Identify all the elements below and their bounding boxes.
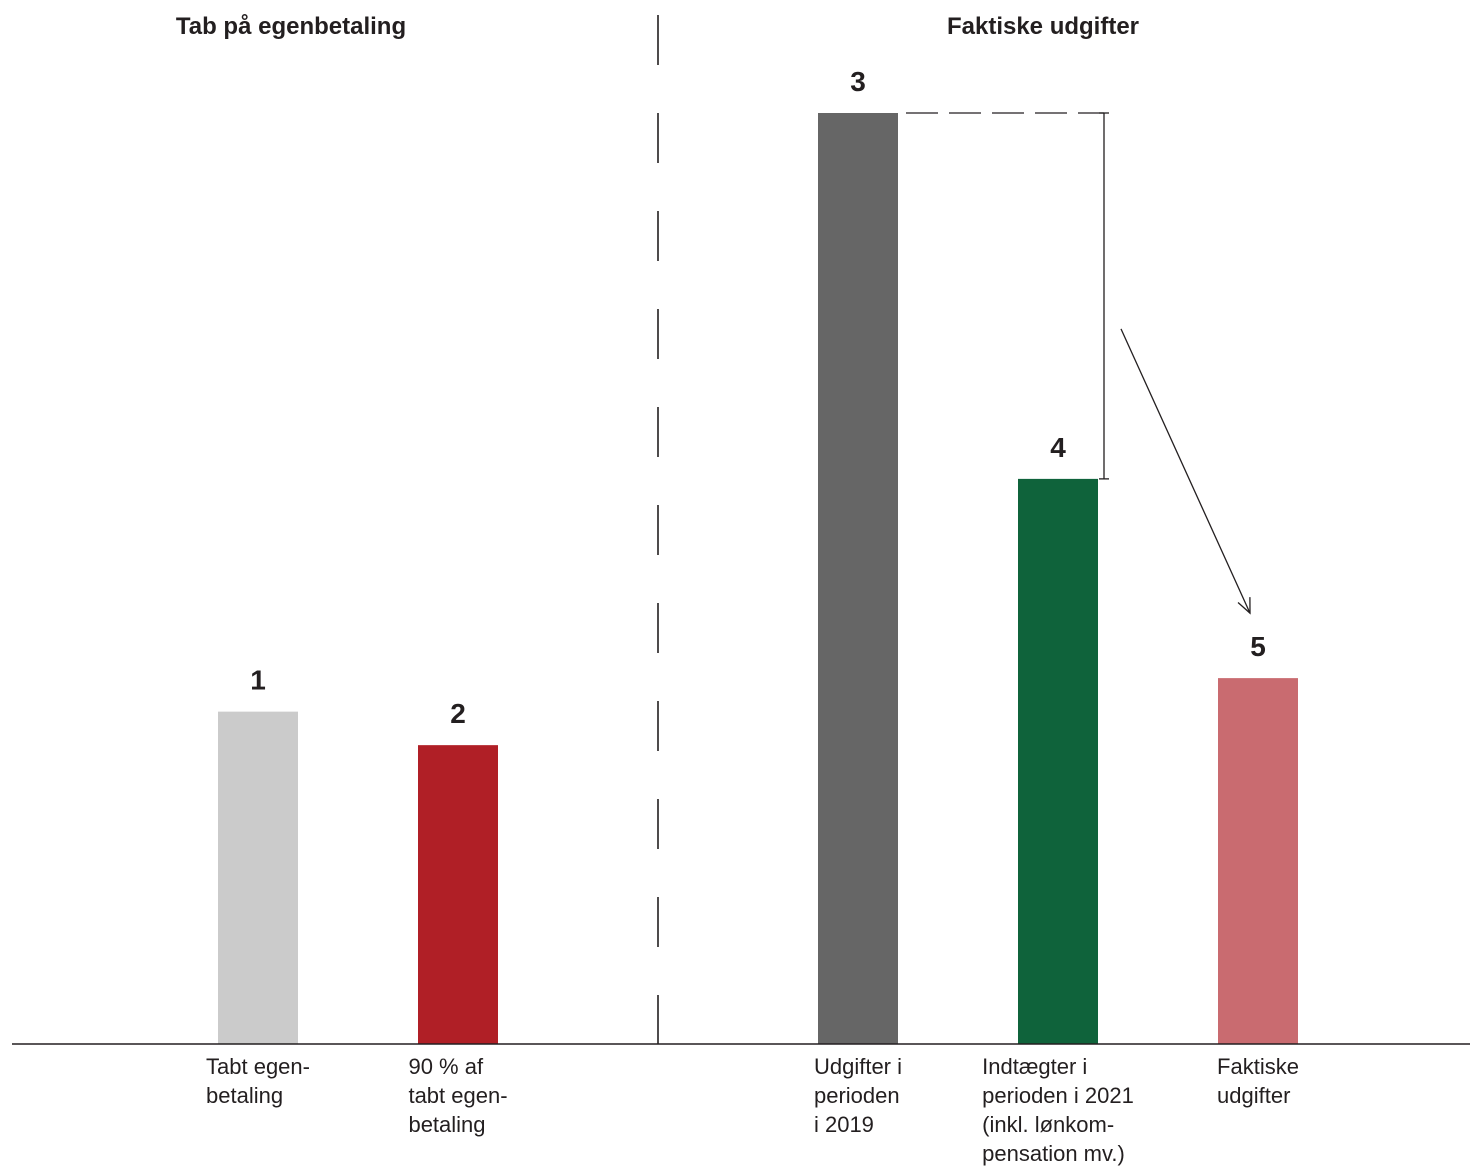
category-label-line: Faktiske xyxy=(1217,1054,1299,1079)
panel-title-left: Tab på egenbetaling xyxy=(176,13,406,40)
category-label-line: perioden xyxy=(814,1083,900,1108)
category-label-line: perioden i 2021 xyxy=(982,1083,1134,1108)
category-label-4: Indtægter i perioden i 2021 (inkl. lønkom-… xyxy=(982,1054,1134,1166)
bar-5 xyxy=(1218,678,1298,1044)
category-label-line: Udgifter i xyxy=(814,1054,902,1079)
category-label-2: 90 % af tabt egen-betaling xyxy=(408,1054,507,1137)
category-label-line: udgifter xyxy=(1217,1083,1290,1108)
arrow-head-icon xyxy=(1237,597,1251,615)
bar-2 xyxy=(418,745,498,1044)
panel-title-right: Faktiske udgifter xyxy=(947,13,1139,40)
category-label-line: Indtægter i xyxy=(982,1054,1087,1079)
bar-1 xyxy=(218,711,298,1044)
difference-arrow xyxy=(1120,328,1251,614)
category-label-line: pensation mv.) xyxy=(982,1141,1125,1166)
category-label-line: 90 % af xyxy=(408,1054,483,1079)
category-label-line: betaling xyxy=(408,1112,485,1137)
bar-number-3: 3 xyxy=(850,66,866,97)
category-label-3: Udgifter i perioden i 2019 xyxy=(814,1054,902,1137)
difference-annotation xyxy=(906,112,1251,615)
category-label-line: (inkl. lønkom- xyxy=(982,1112,1114,1137)
bar-number-5: 5 xyxy=(1250,631,1266,662)
labels-layer: 1 Tabt egen-betaling 2 90 % af tabt egen-bet… xyxy=(206,66,1299,1166)
category-label-line: i 2019 xyxy=(814,1112,874,1137)
bar-number-2: 2 xyxy=(450,698,466,729)
category-label-line: tabt egen- xyxy=(408,1083,507,1108)
bars-layer xyxy=(218,113,1298,1044)
bar-3 xyxy=(818,113,898,1044)
bar-4 xyxy=(1018,478,1098,1044)
category-label-1: Tabt egen-betaling xyxy=(206,1054,310,1108)
bar-number-1: 1 xyxy=(250,665,266,696)
category-label-5: Faktiske udgifter xyxy=(1217,1054,1299,1108)
category-label-line: betaling xyxy=(206,1083,283,1108)
category-label-line: Tabt egen- xyxy=(206,1054,310,1079)
bar-number-4: 4 xyxy=(1050,432,1066,463)
